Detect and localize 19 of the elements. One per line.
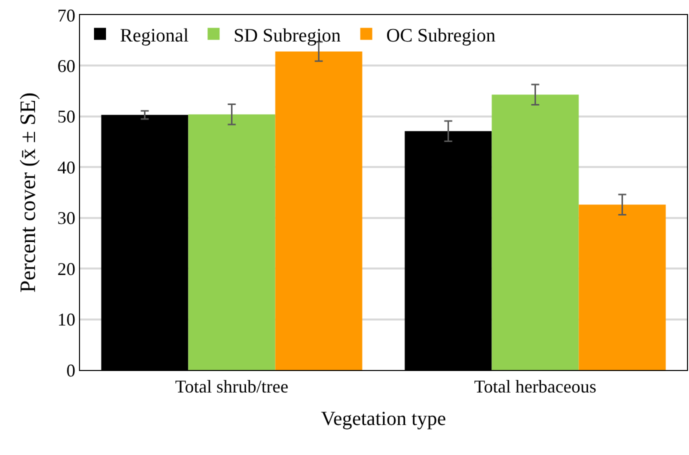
- y-tick-label: 60: [57, 56, 76, 76]
- x-tick-label: Total shrub/tree: [175, 376, 288, 397]
- legend-label: SD Subregion: [234, 25, 342, 46]
- y-tick-label: 50: [57, 106, 76, 127]
- bar: [578, 204, 666, 370]
- y-tick-label: 40: [57, 157, 76, 178]
- bar: [492, 94, 579, 370]
- x-axis-title: Vegetation type: [321, 408, 446, 430]
- y-axis-title: Percent cover (x̄ ± SE): [15, 92, 40, 293]
- y-tick-label: 0: [66, 360, 76, 380]
- bar: [275, 52, 362, 370]
- legend-label: Regional: [120, 25, 189, 46]
- legend-label: OC Subregion: [386, 25, 496, 46]
- y-tick-label: 10: [57, 310, 76, 330]
- y-tick-label: 20: [57, 258, 76, 279]
- x-tick-label: Total herbaceous: [474, 376, 596, 397]
- y-tick-label: 70: [57, 5, 76, 26]
- bar: [188, 114, 276, 370]
- y-tick-label: 30: [57, 208, 76, 228]
